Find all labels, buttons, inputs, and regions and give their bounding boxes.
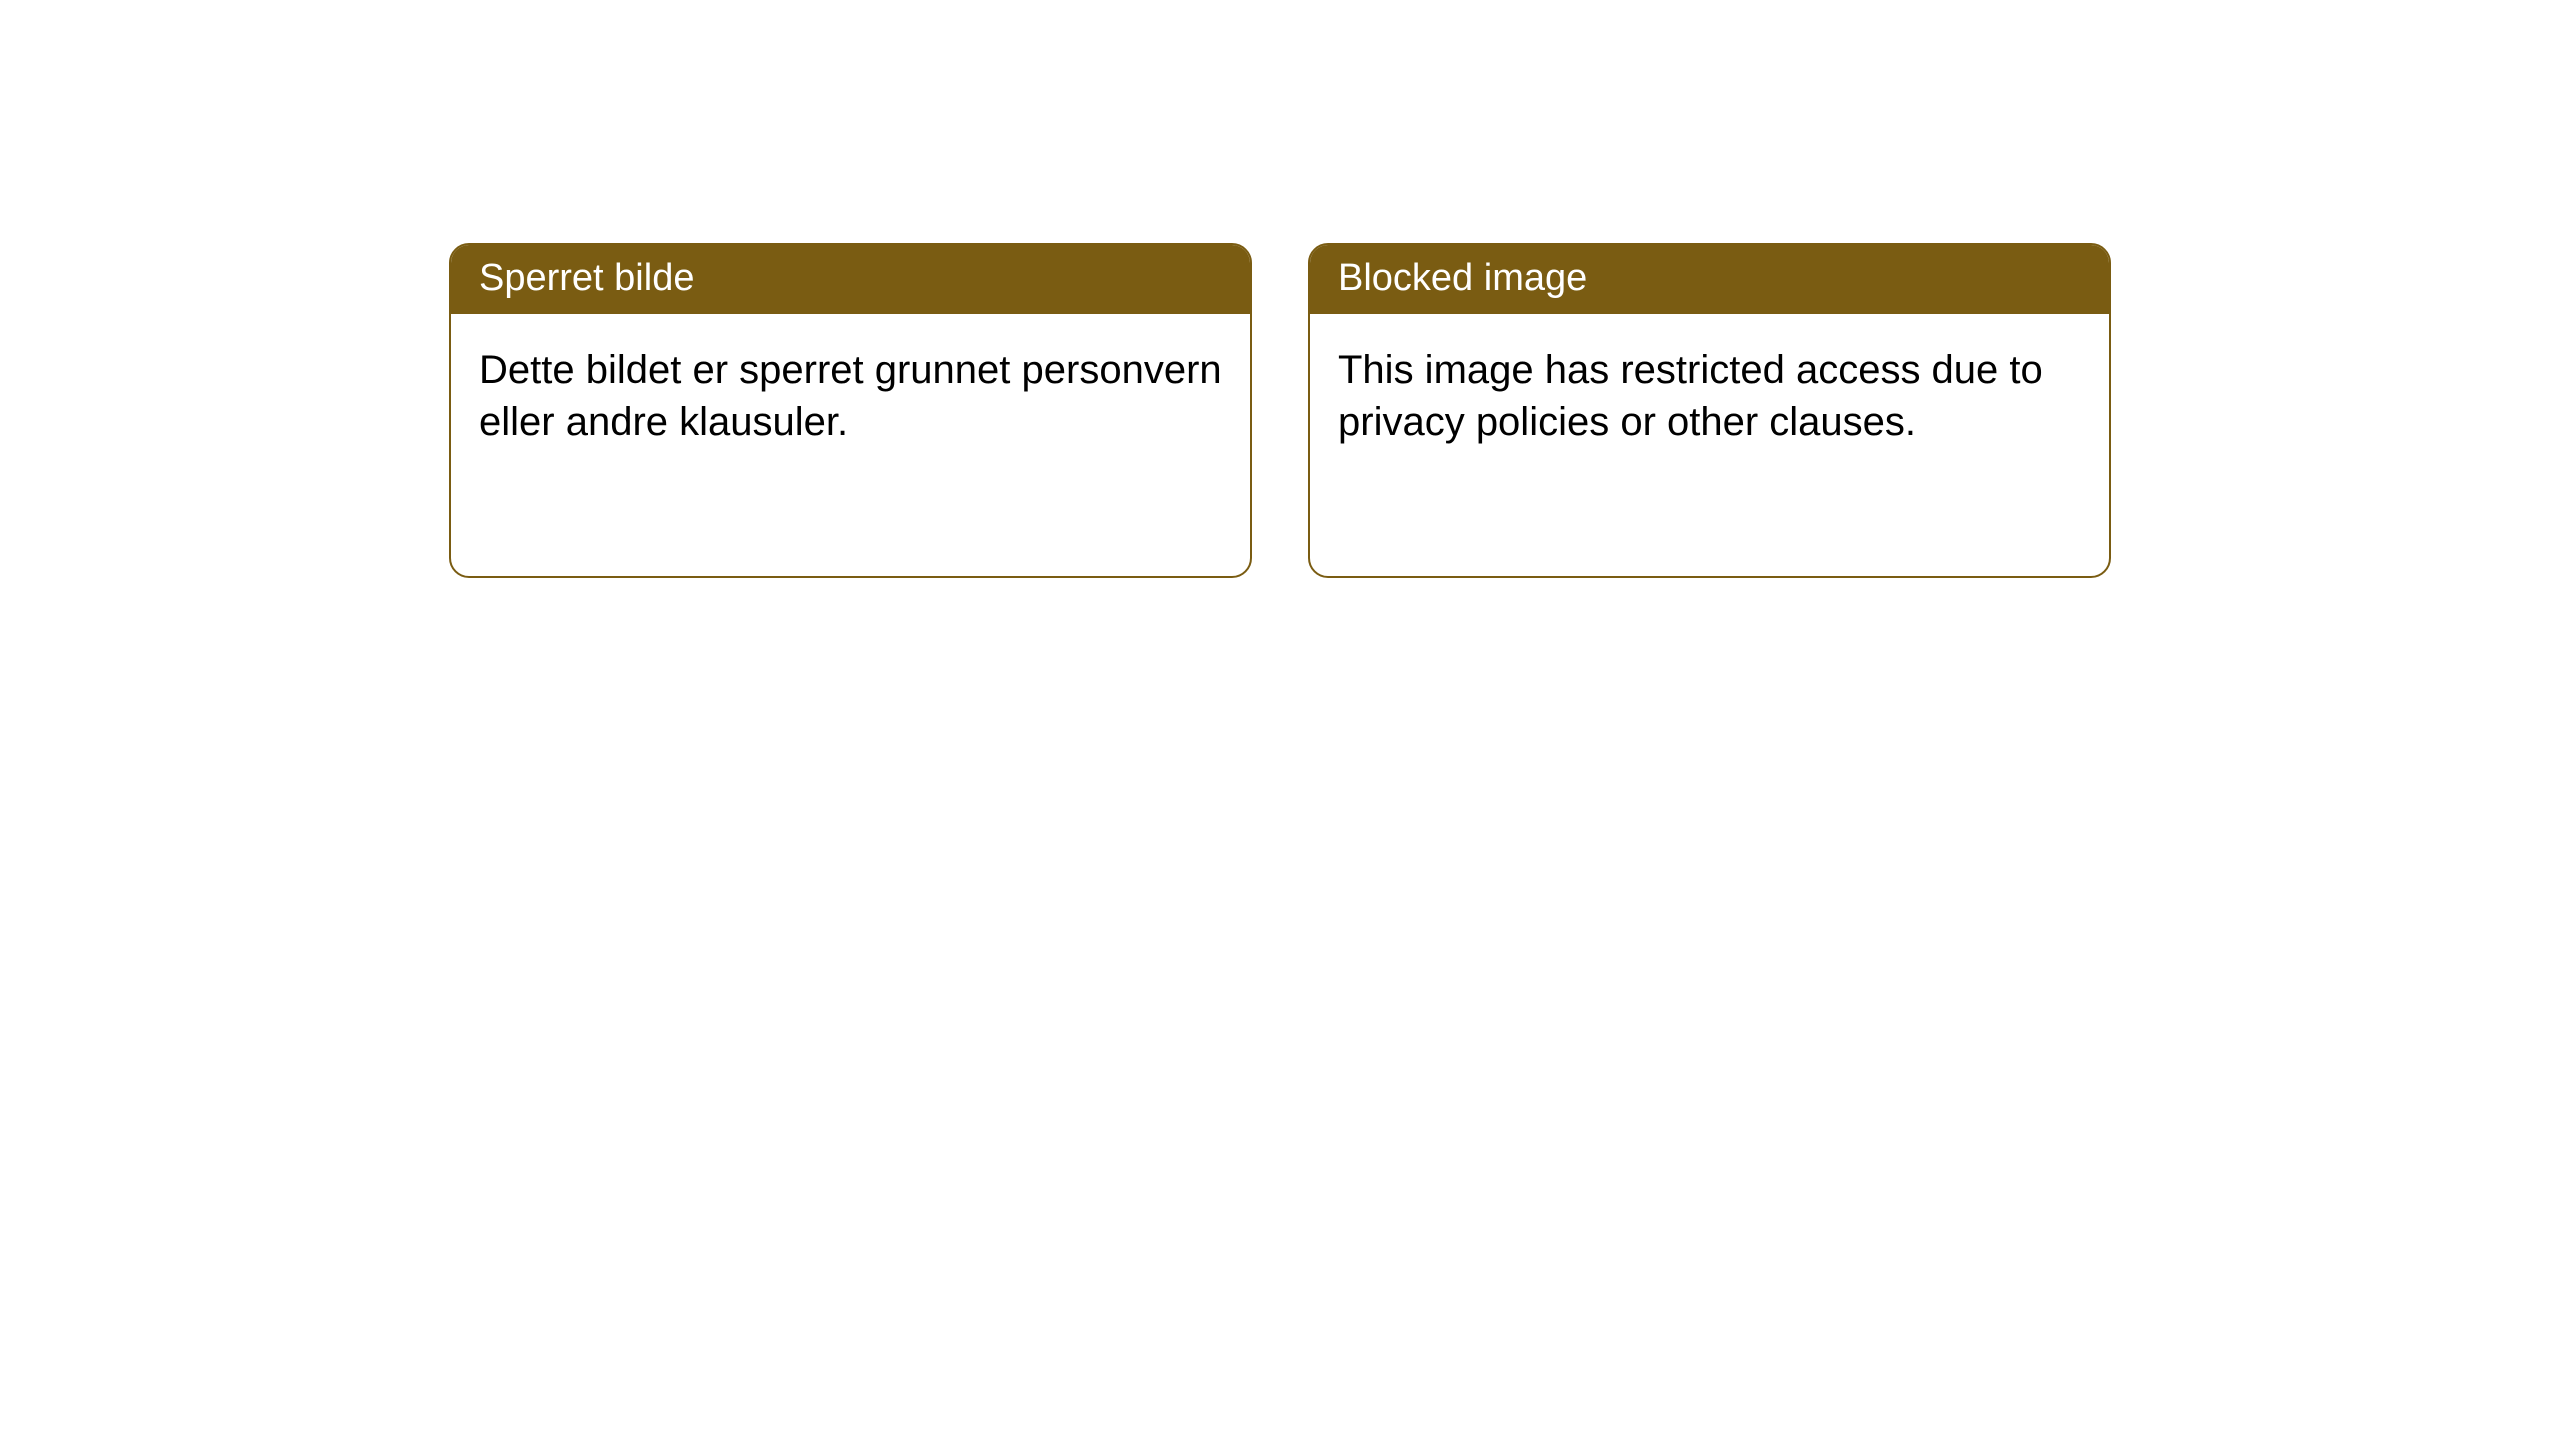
notice-container: Sperret bilde Dette bildet er sperret gr…: [0, 0, 2560, 578]
card-title: Blocked image: [1338, 257, 1587, 299]
notice-card-english: Blocked image This image has restricted …: [1308, 243, 2111, 578]
notice-card-norwegian: Sperret bilde Dette bildet er sperret gr…: [449, 243, 1252, 578]
card-body: Dette bildet er sperret grunnet personve…: [451, 314, 1250, 478]
card-header: Blocked image: [1310, 245, 2109, 314]
card-body-text: Dette bildet er sperret grunnet personve…: [479, 348, 1222, 444]
card-header: Sperret bilde: [451, 245, 1250, 314]
card-body-text: This image has restricted access due to …: [1338, 348, 2043, 444]
card-body: This image has restricted access due to …: [1310, 314, 2109, 478]
card-title: Sperret bilde: [479, 257, 694, 299]
